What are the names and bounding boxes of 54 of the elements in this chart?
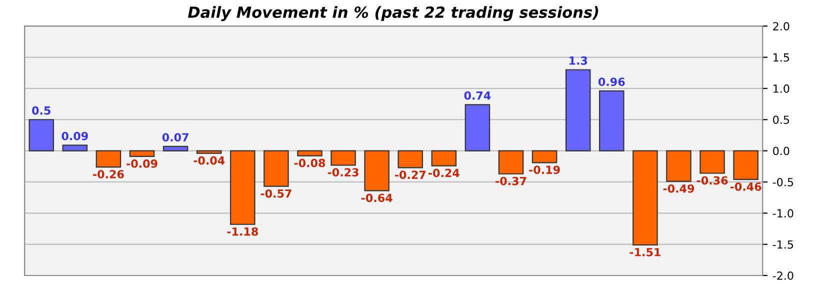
y-tick-label: 0.0: [773, 146, 790, 156]
data-label: 1.3: [570, 56, 588, 65]
data-label: 0.5: [32, 106, 50, 115]
data-label: -0.04: [194, 156, 225, 165]
bar: [532, 150, 558, 164]
y-tick-label: -0.5: [772, 178, 794, 186]
data-label: -0.19: [529, 166, 560, 174]
bar: [599, 90, 624, 152]
data-label: -0.24: [428, 168, 460, 178]
data-label: -0.08: [294, 158, 326, 168]
data-label: -0.57: [260, 189, 292, 198]
data-label: 0.07: [162, 133, 188, 142]
bar: [264, 150, 289, 187]
bar: [464, 104, 490, 152]
data-label: 0.74: [464, 91, 491, 100]
bar: [28, 119, 54, 152]
data-label: -0.64: [361, 194, 392, 202]
data-label: -0.23: [328, 168, 358, 177]
data-label: 0.96: [598, 78, 625, 86]
bar: [733, 150, 758, 180]
y-tick-label: 1.0: [774, 84, 790, 93]
bar: [364, 150, 390, 192]
bar: [196, 150, 222, 154]
data-label: 0.09: [62, 132, 88, 140]
y-tick-label: 2.0: [773, 22, 790, 30]
chart-title: Daily Movement in % (past 22 trading sessions): [188, 6, 598, 22]
bar: [62, 144, 88, 152]
bar: [431, 150, 457, 166]
bar: [398, 150, 424, 168]
data-label: -0.36: [696, 176, 728, 185]
bar: [129, 150, 155, 157]
bar: [666, 150, 692, 182]
data-label: -0.27: [394, 170, 426, 180]
bar: [632, 150, 658, 246]
data-label: -0.09: [126, 159, 158, 168]
bar: [297, 150, 322, 156]
y-tick-label: 1.5: [774, 53, 790, 62]
y-tick-label: 0.5: [773, 116, 790, 124]
bar: [230, 150, 256, 225]
bar: [96, 150, 122, 168]
data-label: -1.18: [227, 227, 258, 236]
bar: [498, 150, 524, 174]
data-label: -0.37: [496, 176, 526, 186]
bar: [700, 150, 725, 174]
y-tick-label: -2.0: [772, 271, 794, 280]
y-tick-label: -1.0: [772, 209, 794, 218]
bar: [330, 150, 356, 166]
data-label: -0.26: [93, 170, 124, 178]
data-label: -0.46: [730, 182, 762, 191]
data-label: -0.49: [663, 184, 694, 193]
y-tick-label: -1.5: [772, 240, 794, 249]
bar: [162, 146, 188, 152]
bar: [565, 69, 591, 152]
data-label: -1.51: [630, 248, 660, 256]
